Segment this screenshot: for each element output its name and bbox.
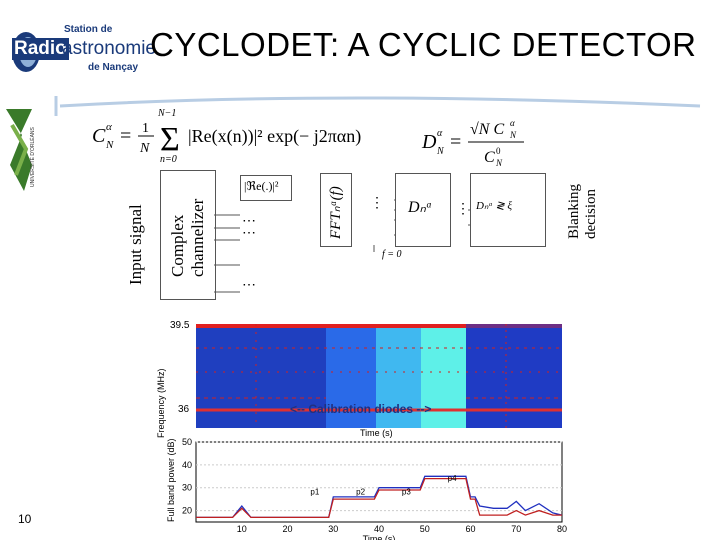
x-tick-label: 60	[465, 524, 475, 534]
plot-frame	[195, 441, 563, 523]
spectrogram-y-top-tick: 39.5	[170, 320, 190, 331]
svg-text:C: C	[484, 149, 495, 166]
x-tick-label: 20	[282, 524, 292, 534]
calibration-annotation: <-- Calibration diodes -->	[290, 402, 432, 416]
power-chart-svg: 20 30 40 50 10 20 30 40 50 60 70 80 p1 p2 p3 p4 Full ban…	[166, 437, 567, 544]
spectrogram-ylabel: Frequency (MHz)	[156, 368, 166, 438]
input-signal-label: Input signal	[126, 204, 145, 285]
x-tick-label: 30	[328, 524, 338, 534]
block-diagram: Input signal Complex channelizer ⋯ ⋯ ⋯ |…	[120, 165, 620, 305]
ellipsis-1: ⋯	[242, 214, 256, 229]
formula-cyclic-correlation: C α N = 1 N Σ N−1 n=0 |Re(x(n))|² exp(− …	[90, 104, 390, 165]
spectrogram-xlabel: Time (s)	[360, 428, 393, 438]
f-zero-label: f = 0	[382, 249, 402, 260]
svg-text:n=0: n=0	[160, 154, 177, 164]
x-tick-label: 80	[557, 524, 567, 534]
chart-ylabel: Full band power (dB)	[166, 438, 176, 522]
university-logo: UNIVERSITÉ D'ORLÉANS	[2, 105, 42, 195]
svg-text:N: N	[509, 130, 517, 140]
svg-text:α: α	[106, 121, 112, 133]
threshold-label: Dₙᵅ ≷ ξ	[476, 200, 513, 212]
y-tick-label: 20	[182, 506, 192, 516]
header-rule	[54, 96, 701, 116]
university-name: UNIVERSITÉ D'ORLÉANS	[30, 127, 36, 187]
logo-radio: Radio	[12, 38, 69, 60]
svg-text:|Re(x(n))|² exp(− j2παn): |Re(x(n))|² exp(− j2παn)	[188, 126, 361, 147]
university-emblem-icon	[6, 109, 32, 191]
page-title: CYCLODET: A CYCLIC DETECTOR	[150, 26, 697, 63]
threshold-box	[470, 173, 546, 247]
logo-astronomie: astronomie	[62, 38, 156, 59]
logo-station: Station de	[64, 24, 113, 35]
svg-text:α: α	[510, 118, 515, 128]
spectrogram-image	[196, 324, 562, 428]
svg-text:1: 1	[142, 121, 149, 136]
peak-annotation: p3	[402, 488, 411, 497]
svg-text:α: α	[437, 128, 443, 139]
x-tick-label: 10	[237, 524, 247, 534]
logo-nancay: de Nançay	[88, 62, 139, 73]
d-label: Dₙᵅ	[408, 199, 433, 216]
ellipsis-4: ⋮	[370, 196, 384, 211]
re-square-box	[240, 175, 292, 201]
svg-text:=: =	[120, 125, 131, 147]
formula-normalized: D α N = √N C α N C 0 N	[420, 112, 550, 172]
fft-box	[320, 173, 352, 247]
channelizer-label: Complex channelizer	[168, 198, 207, 277]
y-tick-label: 30	[182, 483, 192, 493]
svg-text:Σ: Σ	[160, 121, 180, 158]
svg-text:N: N	[105, 139, 114, 151]
ellipsis-5: ⋮	[456, 202, 470, 217]
svg-text:C: C	[92, 125, 106, 147]
svg-text:D: D	[421, 131, 437, 153]
svg-text:√N C: √N C	[470, 121, 504, 138]
svg-text:0: 0	[496, 146, 501, 156]
spectrogram-y-bottom-tick: 36	[178, 404, 190, 415]
re-square-label: |ℜe(.)|²	[244, 179, 279, 193]
svg-text:N: N	[495, 158, 503, 168]
peak-annotation: p4	[448, 474, 457, 483]
x-tick-label: 40	[374, 524, 384, 534]
ellipsis-3: ⋯	[242, 278, 256, 293]
d-box	[395, 173, 451, 247]
power-chart: 20 30 40 50 10 20 30 40 50 60 70 80 p1 p2 p3 p4 Full ban…	[150, 436, 570, 544]
spectrogram-panel: 39.5 36 Frequency (MHz) <-- Calibration …	[150, 318, 570, 440]
svg-text:=: =	[450, 131, 461, 153]
svg-text:N: N	[139, 141, 150, 156]
svg-text:N−1: N−1	[157, 108, 176, 119]
ellipsis-2: ⋯	[242, 226, 256, 241]
y-tick-label: 40	[182, 460, 192, 470]
y-tick-label: 50	[182, 437, 192, 447]
channelizer-box	[160, 170, 216, 300]
page-number: 10	[18, 512, 32, 526]
fft-label: FFTₙᵅ(f)	[328, 186, 344, 239]
series-line	[196, 477, 562, 519]
peak-annotation: p1	[310, 488, 319, 497]
x-tick-label: 50	[420, 524, 430, 534]
x-tick-label: 70	[511, 524, 521, 534]
station-logo: Station de Radio astronomie de Nançay	[6, 20, 156, 78]
blanking-label: Blanking decision	[566, 184, 599, 239]
chart-xlabel: Time (s)	[363, 534, 396, 540]
peak-annotation: p2	[356, 488, 365, 497]
svg-text:N: N	[436, 146, 445, 157]
